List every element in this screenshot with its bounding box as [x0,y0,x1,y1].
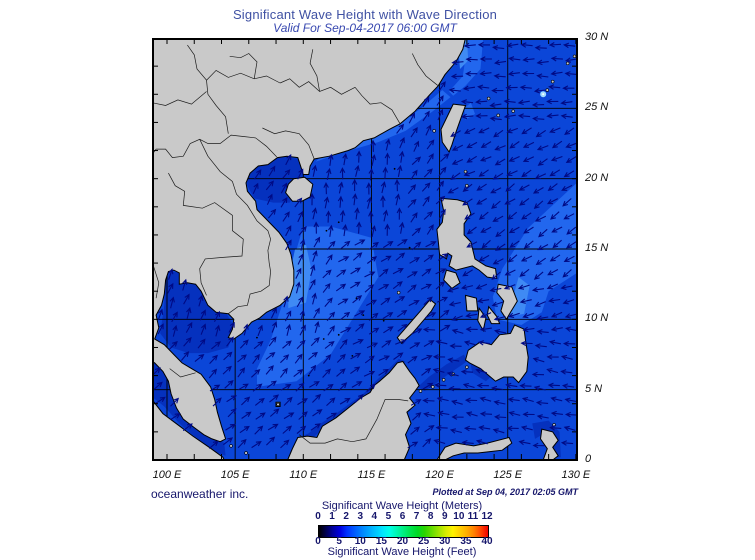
lat-tick-label: 20 N [585,171,609,184]
meters-tick: 0 [315,511,321,522]
plotted-timestamp: Plotted at Sep 04, 2017 02:05 GMT [432,487,578,497]
colorbar-title-meters: Significant Wave Height (Meters) [321,500,483,512]
lon-tick-label: 120 E [425,469,454,481]
lat-tick-label: 30 N [585,31,609,44]
feet-tick: 25 [418,536,430,547]
feet-tick: 5 [336,536,342,547]
meters-tick: 11 [467,511,479,522]
meters-tick: 3 [357,511,364,522]
lon-tick-label: 125 E [493,469,523,481]
valid-time-subtitle: Valid For Sep-04-2017 06:00 GMT [273,21,457,35]
lat-tick-label: 5 N [585,382,603,395]
meters-tick: 5 [385,511,392,522]
lon-tick-label: 130 E [561,469,591,481]
meters-tick: 9 [441,511,448,522]
meters-tick: 12 [481,511,493,522]
map-frame [152,37,578,461]
meters-tick: 6 [399,511,406,522]
wave-direction-arrows [151,42,578,449]
feet-tick: 0 [315,536,321,547]
meters-tick: 4 [371,511,378,522]
lon-tick-label: 110 E [289,469,318,481]
lat-tick-label: 0 [585,453,592,465]
feet-tick: 15 [375,536,387,547]
feet-tick: 40 [481,536,493,547]
lat-tick-label: 10 N [585,312,609,325]
meters-tick: 7 [413,511,420,522]
feet-tick: 30 [439,536,451,547]
lon-tick-label: 100 E [152,469,182,481]
lat-tick-label: 25 N [585,101,609,114]
lon-tick-label: 115 E [357,469,386,481]
wave-map [151,37,582,461]
feet-tick: 10 [354,536,366,547]
meters-tick: 1 [329,511,335,522]
colorbar-gradient [318,525,489,538]
credit-text: oceanweather inc. [151,487,249,501]
land-layer [151,37,577,461]
feet-tick: 35 [460,536,472,547]
page-title: Significant Wave Height with Wave Direct… [232,7,498,22]
feet-tick: 20 [396,536,409,547]
meters-tick: 10 [453,511,465,522]
colorbar-title-feet: Significant Wave Height (Feet) [327,546,477,558]
meters-tick: 2 [343,511,349,522]
wave-map-canvas [151,37,582,461]
lat-tick-label: 15 N [585,242,609,254]
meters-tick: 8 [427,511,434,522]
lon-tick-label: 105 E [220,469,250,481]
